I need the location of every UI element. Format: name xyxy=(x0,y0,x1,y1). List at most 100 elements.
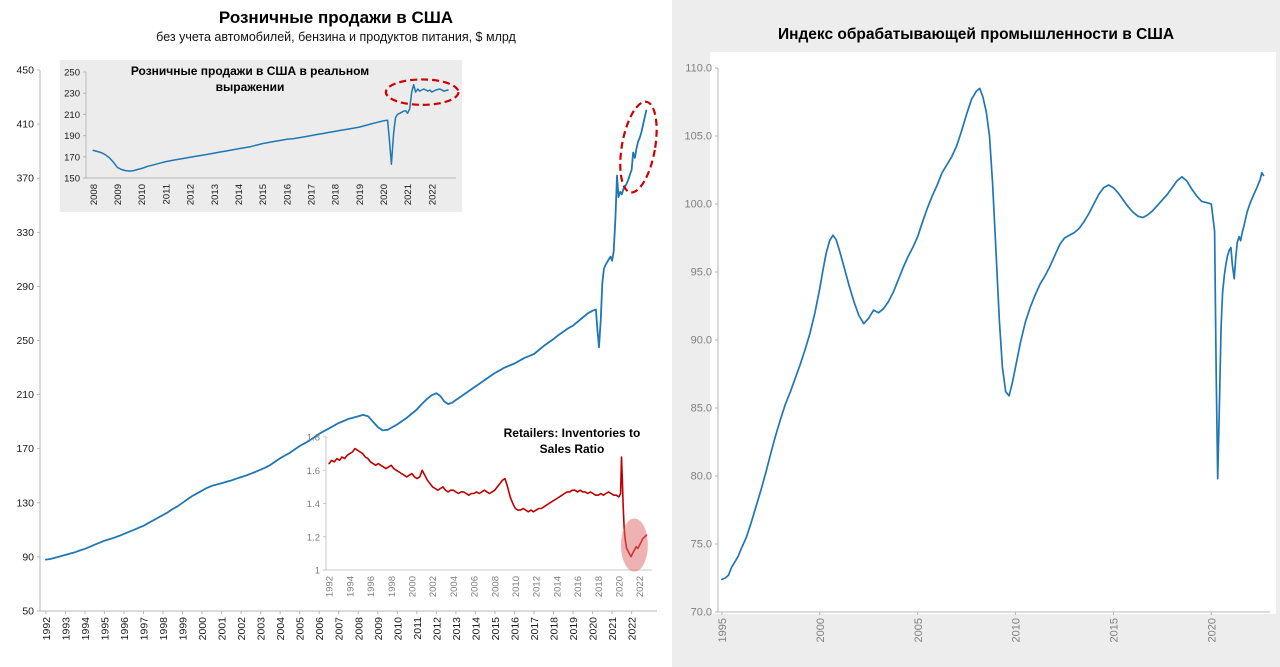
retail_main-x-tick-label: 2021 xyxy=(607,617,619,641)
retail_main-x-tick-label: 2018 xyxy=(549,617,561,641)
retail_main-x-tick-label: 2003 xyxy=(256,617,268,641)
retail_main-highlight-ellipse xyxy=(619,100,658,194)
retail_real-x-tick-label: 2008 xyxy=(89,184,100,205)
inv_ratio-x-tick-label: 2014 xyxy=(552,576,563,597)
inv_ratio-x-tick-label: 2010 xyxy=(511,576,522,597)
retail_main-series-line xyxy=(45,109,648,561)
retail_main-x-tick-label: 2001 xyxy=(217,617,229,641)
inv_ratio-x-tick-label: 2022 xyxy=(635,576,646,597)
manuf-y-tick-label: 100.0 xyxy=(684,199,712,211)
right-chart-canvas: 70.0 75.0 80.0 85.0 90.0 95.0 100.0 105.0 110.0 1… xyxy=(684,52,1276,642)
manuf-y-tick-label: 95.0 xyxy=(691,267,712,279)
retail_main-x-tick-label: 2011 xyxy=(412,617,424,640)
retail_main-x-tick-label: 2012 xyxy=(431,617,443,641)
manuf-y-tick-label: 70.0 xyxy=(691,607,712,619)
left-chart-subtitle: без учета автомобилей, бензина и продукт… xyxy=(156,30,516,44)
retail_real-x-tick-label: 2013 xyxy=(210,184,221,205)
retail_real-x-tick-label: 2014 xyxy=(234,184,245,205)
retail_real-series-line xyxy=(92,83,449,172)
retail_main-x-tick-label: 1992 xyxy=(41,617,53,641)
left-chart-title: Розничные продажи в США xyxy=(218,8,454,27)
retail_real-x-tick-label: 2012 xyxy=(186,184,197,205)
retail_main-y-tick-label: 410 xyxy=(16,119,34,131)
inv_ratio-x-tick-label: 2006 xyxy=(470,576,481,597)
retail_main-y-tick-label: 370 xyxy=(16,173,34,185)
manuf-x-tick-label: 1995 xyxy=(717,618,729,642)
inv_ratio-x-tick-label: 2020 xyxy=(614,576,625,597)
retail_main-x-tick-label: 2014 xyxy=(470,617,482,641)
manuf-x-tick-label: 2005 xyxy=(913,618,925,642)
inv_ratio-highlight-ellipse xyxy=(620,518,648,572)
inv_ratio-x-tick-label: 1992 xyxy=(325,576,336,597)
retail_main-x-tick-label: 1993 xyxy=(60,617,72,641)
retail_main-x-tick-label: 2019 xyxy=(568,617,580,641)
inset-inventories-ratio-title: Retailers: Inventories to Sales Ratio xyxy=(503,426,641,456)
retail_main-x-tick-label: 2008 xyxy=(353,617,365,641)
retail_real-x-tick-label: 2021 xyxy=(403,184,414,205)
retail_real-y-tick-label: 230 xyxy=(64,89,80,100)
inv_ratio-x-tick-label: 2018 xyxy=(594,576,605,597)
retail_real-y-tick-label: 190 xyxy=(64,131,80,142)
retail_main-y-tick-label: 170 xyxy=(16,443,34,455)
retail_real-x-tick-label: 2017 xyxy=(307,184,318,205)
retail_main-x-tick-label: 2016 xyxy=(509,617,521,641)
retail_main-x-tick-label: 2022 xyxy=(627,617,639,641)
retail_main-x-tick-label: 2007 xyxy=(334,617,346,641)
manuf-plot-background xyxy=(710,52,1276,614)
retail_main-x-tick-label: 2015 xyxy=(490,617,502,641)
retail_main-x-tick-label: 2000 xyxy=(197,617,209,641)
retail_main-x-tick-label: 1995 xyxy=(99,617,111,641)
inv_ratio-x-tick-label: 2004 xyxy=(449,576,460,597)
inv_ratio-x-tick-label: 2016 xyxy=(573,576,584,597)
retail_main-x-tick-label: 2013 xyxy=(451,617,463,641)
retail_main-x-tick-label: 1996 xyxy=(119,617,131,641)
retail_main-x-tick-label: 2005 xyxy=(295,617,307,641)
inv_ratio-x-tick-label: 2002 xyxy=(428,576,439,597)
retail_main-x-tick-label: 2020 xyxy=(588,617,600,641)
inv_ratio-x-tick-label: 2012 xyxy=(532,576,543,597)
inv_ratio-x-tick-label: 1996 xyxy=(366,576,377,597)
manuf-y-tick-label: 90.0 xyxy=(691,335,712,347)
inv_ratio-y-tick-label: 1 xyxy=(315,566,320,577)
retail_real-x-tick-label: 2022 xyxy=(427,184,438,205)
retail_real-x-tick-label: 2009 xyxy=(113,184,124,205)
retail_main-x-tick-label: 1997 xyxy=(138,617,150,641)
retail_real-y-tick-label: 170 xyxy=(64,152,80,163)
manuf-x-tick-label: 2020 xyxy=(1206,618,1218,642)
retail_main-x-tick-label: 1998 xyxy=(158,617,170,641)
retail_real-y-tick-label: 150 xyxy=(64,174,80,185)
manuf-x-tick-label: 2015 xyxy=(1109,618,1121,642)
retail_main-y-tick-label: 50 xyxy=(22,606,34,618)
retail_real-y-tick-label: 250 xyxy=(64,68,80,79)
retail_real-x-tick-label: 2020 xyxy=(379,184,390,205)
retail_real-x-tick-label: 2011 xyxy=(161,184,172,204)
retail_real-highlight-ellipse xyxy=(384,78,460,106)
inv_ratio-x-tick-label: 2000 xyxy=(408,576,419,597)
retail_main-y-tick-label: 450 xyxy=(16,65,34,77)
inv_ratio-y-tick-label: 1.8 xyxy=(307,433,320,444)
retail_main-x-tick-label: 2006 xyxy=(314,617,326,641)
retail_main-y-tick-label: 250 xyxy=(16,335,34,347)
inv_ratio-x-tick-label: 2008 xyxy=(490,576,501,597)
inv_ratio-y-tick-label: 1.2 xyxy=(307,532,320,543)
manufacturing-index-panel: 70.0 75.0 80.0 85.0 90.0 95.0 100.0 105.0 110.0 1… xyxy=(672,0,1280,667)
manuf-x-tick-label: 2000 xyxy=(815,618,827,642)
manuf-y-tick-label: 110.0 xyxy=(685,63,712,75)
retail_main-y-tick-label: 290 xyxy=(16,281,34,293)
inv_ratio-x-tick-label: 1994 xyxy=(345,576,356,597)
manuf-y-tick-label: 85.0 xyxy=(691,403,712,415)
manuf-y-tick-label: 80.0 xyxy=(691,471,712,483)
inv_ratio-y-tick-label: 1.4 xyxy=(307,499,320,510)
right-chart-title: Индекс обрабатывающей промышленности в С… xyxy=(777,26,1175,43)
retail_main-x-tick-label: 2009 xyxy=(373,617,385,641)
retail_main-y-tick-label: 130 xyxy=(16,497,34,509)
manuf-y-tick-label: 75.0 xyxy=(691,539,712,551)
retail_main-x-tick-label: 2017 xyxy=(529,617,541,641)
retail_real-x-tick-label: 2018 xyxy=(331,184,342,205)
retail_main-x-tick-label: 2002 xyxy=(236,617,248,641)
retail_real-x-tick-label: 2016 xyxy=(282,184,293,205)
retail_main-x-tick-label: 1994 xyxy=(80,617,92,641)
retail_main-x-tick-label: 2004 xyxy=(275,617,287,641)
manuf-x-tick-label: 2010 xyxy=(1011,618,1023,642)
retail_main-x-tick-label: 2010 xyxy=(392,617,404,641)
